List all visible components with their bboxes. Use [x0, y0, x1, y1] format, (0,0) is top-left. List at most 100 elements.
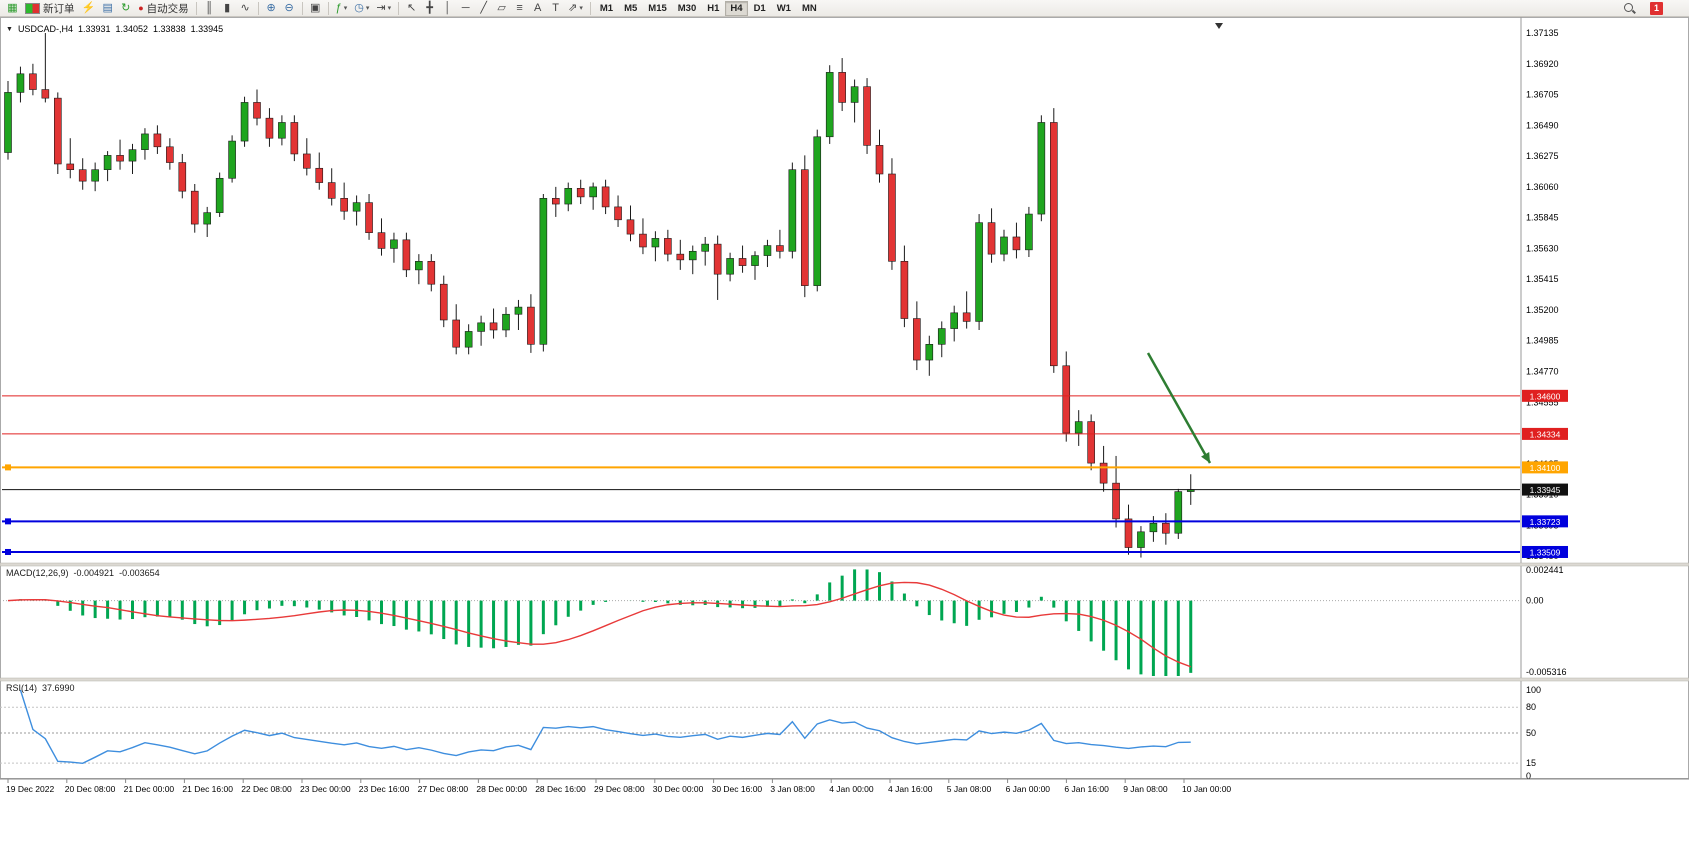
channel-tool-button[interactable]: ▱: [493, 1, 510, 16]
chart-frame: [0, 17, 1689, 779]
candle-body: [601, 186, 610, 208]
lightning-icon: ⚡: [81, 1, 96, 14]
timeframe-button-m5[interactable]: M5: [619, 1, 642, 16]
price-axis-label: 1.36705: [1526, 90, 1559, 100]
vertical-line-tool-button[interactable]: │: [439, 1, 456, 16]
candle-body: [302, 153, 311, 169]
rsi-axis-label: 50: [1526, 728, 1536, 738]
candle-body: [1050, 122, 1058, 367]
candle-body: [315, 167, 324, 183]
price-badge-1.34600: [1522, 389, 1568, 402]
new-order-button[interactable]: 新订单: [22, 1, 78, 16]
candle-body: [900, 260, 909, 319]
search-icon[interactable]: [1623, 2, 1636, 15]
crosshair-tool-button[interactable]: ╋: [421, 1, 438, 16]
time-axis-label: 19 Dec 2022: [6, 784, 54, 794]
horizontal-line-tool-button[interactable]: ─: [457, 1, 474, 16]
price-axis-label: 1.35845: [1526, 213, 1559, 223]
candle-body: [41, 89, 50, 99]
price-badge-1.33945: [1522, 483, 1568, 496]
new-chart-icon: ▦: [7, 1, 18, 14]
auto-trading-button[interactable]: ● 自动交易: [135, 1, 191, 16]
market-watch-button[interactable]: ▤: [99, 1, 116, 16]
candle-body: [875, 145, 884, 175]
panel-separator[interactable]: [0, 562, 1689, 567]
periods-button[interactable]: ◷ ▾: [351, 1, 372, 16]
timeframe-button-w1[interactable]: W1: [772, 1, 796, 16]
arrow-annotation[interactable]: [1146, 352, 1212, 464]
line-chart-button[interactable]: ∿: [237, 1, 254, 16]
candle-body: [589, 186, 597, 198]
price-axis-label: 1.36920: [1526, 59, 1559, 69]
price-badge-1.34334: [1522, 427, 1568, 440]
arrows-icon: ⇗: [568, 1, 578, 14]
candle-body: [4, 92, 12, 153]
level-handle[interactable]: [5, 518, 11, 525]
candle-body: [539, 198, 548, 345]
expert-advisors-button[interactable]: ⚡: [79, 1, 99, 16]
alert-badge[interactable]: 1: [1650, 1, 1663, 15]
rsi-axis-label: 80: [1526, 702, 1536, 712]
chevron-down-icon: ▾: [579, 5, 583, 12]
price-axis-label: 1.34770: [1526, 367, 1559, 377]
timeframe-button-d1[interactable]: D1: [749, 1, 771, 16]
timeframe-button-mn[interactable]: MN: [797, 1, 822, 16]
level-handle[interactable]: [5, 548, 11, 555]
time-axis-label: 9 Jan 08:00: [1123, 784, 1168, 794]
bar-chart-icon: ║: [205, 1, 214, 14]
candle-body: [813, 136, 822, 286]
arrows-tool-button[interactable]: ⇗ ▾: [565, 1, 586, 16]
candle-body: [116, 155, 124, 162]
tile-windows-button[interactable]: ▣: [307, 1, 324, 16]
trendline-tool-button[interactable]: ╱: [475, 1, 492, 16]
price-axis-label: 1.35630: [1526, 243, 1559, 253]
toolbar-separator: [327, 1, 329, 15]
new-order-label: 新订单: [43, 2, 75, 15]
timeframe-button-h1[interactable]: H1: [702, 1, 724, 16]
text-label-tool-button[interactable]: T: [547, 1, 564, 16]
zoom-out-button[interactable]: ⊖: [281, 1, 298, 16]
time-axis-label: 21 Dec 16:00: [182, 784, 233, 794]
candle-body: [228, 140, 236, 179]
candle-body: [726, 258, 734, 275]
rsi-axis-label: 100: [1526, 685, 1541, 695]
candle-body: [962, 312, 971, 322]
price-badge-label: 1.34334: [1530, 429, 1561, 439]
time-axis-label: 23 Dec 16:00: [359, 784, 410, 794]
time-axis-label: 5 Jan 08:00: [947, 784, 992, 794]
new-chart-button[interactable]: ▦: [4, 1, 21, 16]
indicators-button[interactable]: ƒ ▾: [333, 1, 351, 16]
candle-body: [800, 169, 809, 286]
text-tool-button[interactable]: A: [529, 1, 546, 16]
candle-body: [825, 72, 834, 138]
price-chart-svg[interactable]: 1.37135 1.36920 1.36705 1.36490 1.36275 1.360…: [0, 17, 1689, 860]
timeframe-button-m30[interactable]: M30: [673, 1, 701, 16]
price-badge-label: 1.34100: [1530, 463, 1561, 473]
fibonacci-tool-button[interactable]: ≡: [511, 1, 528, 16]
text-icon: A: [533, 1, 542, 14]
chart-area: 1.37135 1.36920 1.36705 1.36490 1.36275 1.360…: [0, 17, 1689, 860]
candle-body: [776, 245, 784, 252]
candle-body: [576, 188, 585, 198]
time-axis-label: 22 Dec 08:00: [241, 784, 292, 794]
level-handle[interactable]: [5, 464, 11, 471]
line-chart-icon: ∿: [240, 1, 250, 14]
chart-shift-button[interactable]: ⇥ ▾: [373, 1, 394, 16]
chevron-down-icon: ▾: [365, 5, 370, 12]
time-axis-label: 20 Dec 08:00: [65, 784, 116, 794]
zoom-in-button[interactable]: ⊕: [263, 1, 280, 16]
panel-separator[interactable]: [0, 677, 1689, 682]
tile-windows-icon: ▣: [309, 1, 321, 14]
candlestick-chart-button[interactable]: ▮: [219, 1, 236, 16]
price-axis-label: 1.37135: [1526, 28, 1559, 38]
refresh-button[interactable]: ↻: [117, 1, 134, 16]
candle-body: [1000, 236, 1008, 255]
market-watch-icon: ▤: [102, 1, 113, 14]
timeframe-button-m15[interactable]: M15: [643, 1, 671, 16]
time-axis-label: 27 Dec 08:00: [418, 784, 469, 794]
candle-body: [91, 169, 99, 182]
bar-chart-button[interactable]: ║: [201, 1, 218, 16]
timeframe-button-m1[interactable]: M1: [595, 1, 618, 16]
timeframe-button-h4[interactable]: H4: [725, 0, 748, 16]
cursor-tool-button[interactable]: ↖: [403, 1, 420, 16]
